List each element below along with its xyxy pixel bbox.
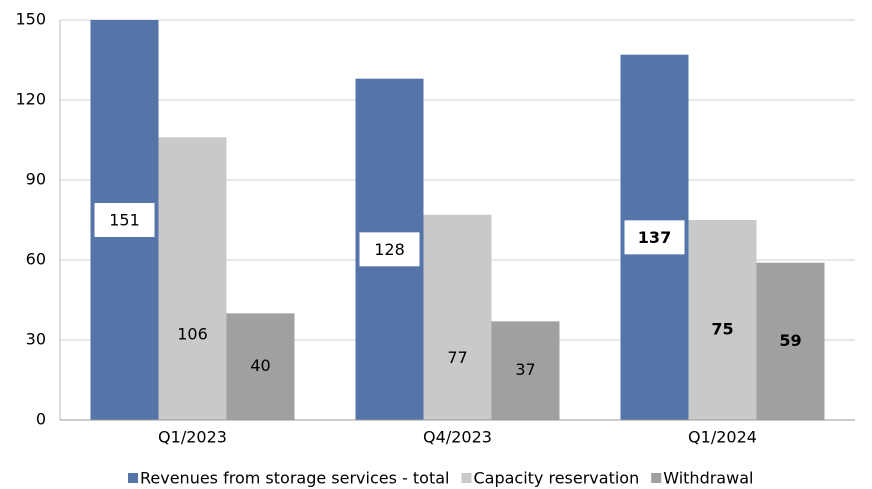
value-label: 75 xyxy=(711,320,733,339)
value-label: 137 xyxy=(638,228,671,247)
legend-label: Withdrawal xyxy=(663,469,753,488)
legend-label: Revenues from storage services - total xyxy=(140,469,449,488)
legend-swatch xyxy=(128,473,138,483)
y-tick-label: 120 xyxy=(15,90,46,109)
value-label: 59 xyxy=(779,331,801,350)
value-label-box xyxy=(94,203,155,237)
value-label: 40 xyxy=(250,356,270,375)
y-tick-label: 30 xyxy=(26,330,46,349)
x-tick-label: Q4/2023 xyxy=(423,428,492,447)
legend-label: Capacity reservation xyxy=(473,469,639,488)
y-tick-label: 60 xyxy=(26,250,46,269)
value-labels: 151 106 40 128 77 37 137 75 59 xyxy=(94,203,802,379)
value-label: 151 xyxy=(109,211,140,230)
value-label: 37 xyxy=(515,360,535,379)
value-label: 106 xyxy=(177,325,208,344)
y-tick-label: 150 xyxy=(15,10,46,29)
legend-swatch xyxy=(651,473,662,483)
bar xyxy=(756,262,825,420)
bar xyxy=(226,313,295,420)
value-label-box xyxy=(359,232,420,267)
y-tick-label: 0 xyxy=(36,410,46,429)
y-tick-label: 90 xyxy=(26,170,46,189)
value-label-box xyxy=(624,220,685,255)
bar xyxy=(491,321,560,420)
bar xyxy=(423,214,492,420)
value-label: 77 xyxy=(447,348,467,367)
bar xyxy=(688,220,757,420)
legend-swatch xyxy=(461,473,472,483)
x-tick-label: Q1/2023 xyxy=(158,428,227,447)
x-tick-label: Q1/2024 xyxy=(688,428,757,447)
legend: Revenues from storage services - total Ca… xyxy=(128,469,753,488)
value-label: 128 xyxy=(374,240,405,259)
bar xyxy=(158,137,227,420)
